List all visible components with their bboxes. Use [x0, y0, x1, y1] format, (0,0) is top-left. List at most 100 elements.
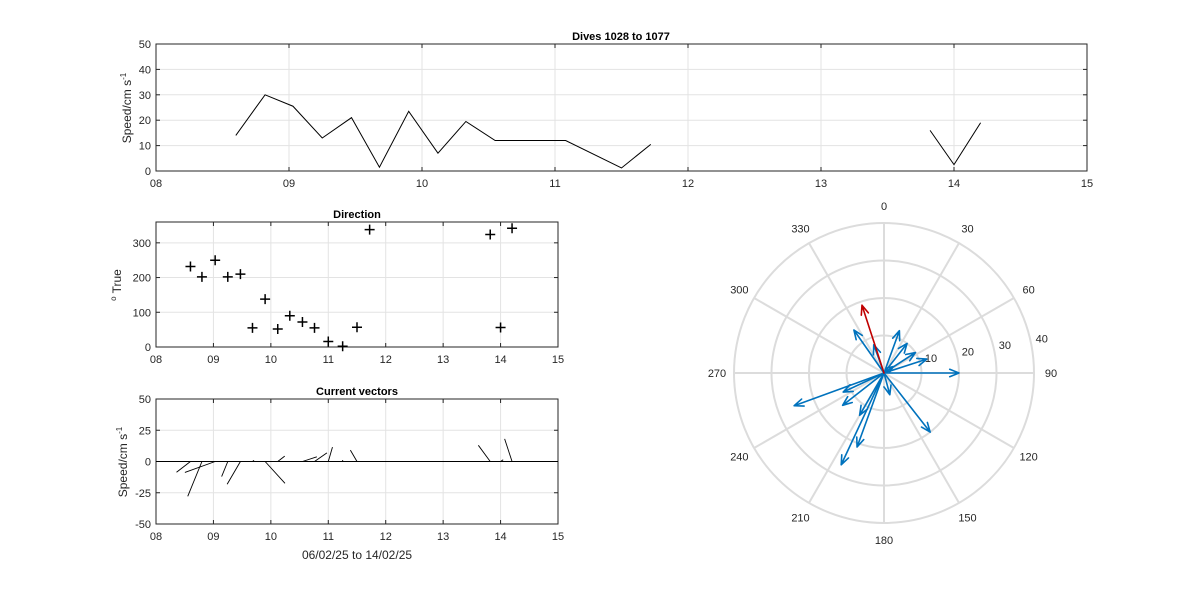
vector-stick — [176, 461, 191, 473]
vector-stick — [302, 456, 317, 462]
x-tick-label: 11 — [549, 178, 560, 190]
vector-stick — [264, 461, 286, 484]
vector-stick — [477, 445, 491, 462]
y-tick-label: 100 — [133, 307, 151, 319]
x-tick-label: 10 — [265, 354, 277, 366]
x-tick-label: 13 — [437, 531, 449, 543]
polar-radius-label: 20 — [962, 346, 974, 358]
x-tick-label: 09 — [207, 531, 219, 543]
polar-spoke — [883, 297, 1015, 374]
direction-point — [284, 310, 295, 321]
compass-arrow — [883, 368, 960, 378]
vector-stick — [221, 461, 229, 477]
compass-arrow — [855, 372, 885, 448]
polar-angle-label: 210 — [791, 513, 809, 525]
speed-series-line — [235, 94, 652, 169]
x-tick-label: 12 — [380, 354, 392, 366]
polar-spoke — [753, 372, 885, 449]
polar-angle-label: 60 — [1023, 285, 1035, 297]
direction-point — [235, 269, 246, 280]
compass-arrow — [883, 329, 901, 374]
polar-angle-label: 240 — [730, 452, 748, 464]
compass-arrow — [883, 372, 892, 396]
polar-angle-label: 30 — [961, 223, 973, 235]
direction-point — [222, 271, 233, 282]
direction-point — [337, 341, 348, 352]
y-tick-label: 50 — [139, 39, 151, 51]
y-tick-label: 0 — [145, 457, 151, 469]
y-tick-label: 300 — [133, 238, 151, 250]
polar-spoke — [883, 372, 1015, 449]
direction-point — [323, 336, 334, 347]
compass-arrow — [793, 372, 885, 407]
direction-title: Direction — [333, 209, 381, 221]
compass-panel: 0 30 60 90 120 150 180 210 240 270 300 330 10 20 30 40 — [708, 201, 1057, 547]
polar-angle-label: 300 — [730, 285, 748, 297]
direction-point — [210, 255, 221, 266]
vector-stick — [277, 455, 285, 462]
x-tick-label: 08 — [150, 531, 162, 543]
direction-point — [247, 322, 258, 333]
x-tick-label: 12 — [380, 531, 392, 543]
direction-point — [297, 317, 308, 327]
speed-series-line — [929, 122, 982, 166]
x-tick-label: 10 — [265, 531, 277, 543]
direction-point — [272, 323, 283, 334]
y-tick-label: 10 — [139, 141, 151, 153]
x-tick-label: 09 — [207, 354, 219, 366]
speed-title: Dives 1028 to 1077 — [572, 31, 670, 43]
polar-angle-label: 150 — [958, 513, 976, 525]
vector-stick — [314, 452, 328, 462]
compass-arrow — [883, 365, 895, 374]
y-tick-label: 40 — [139, 64, 151, 76]
vector-stick — [504, 438, 513, 462]
x-tick-label: 09 — [283, 178, 295, 190]
vectors-panel: 08 09 10 11 12 13 14 15 -50 -25 0 25 50 Current vect… — [115, 386, 564, 562]
compass-arrow — [841, 372, 885, 407]
direction-point — [352, 322, 362, 333]
vector-stick — [184, 461, 216, 473]
speed-ylabel: Speed/cm s-1 — [119, 72, 134, 143]
vector-stick — [226, 461, 241, 485]
vectors-xlabel: 06/02/25 to 14/02/25 — [302, 548, 412, 562]
direction-point — [364, 224, 375, 235]
vectors-title: Current vectors — [316, 386, 398, 398]
direction-point — [495, 322, 506, 333]
polar-radius-label: 40 — [1036, 333, 1048, 345]
vector-stick — [500, 459, 504, 462]
x-tick-label: 11 — [323, 531, 334, 543]
direction-point — [507, 223, 518, 234]
x-tick-label: 14 — [948, 178, 960, 190]
polar-spoke — [883, 372, 960, 504]
direction-ylabel: oTrue — [109, 269, 124, 301]
speed-panel: 08 09 10 11 12 13 14 15 0 10 20 30 40 50 Dives 1028 t… — [119, 31, 1093, 190]
y-tick-label: 30 — [139, 90, 151, 102]
y-tick-label: -25 — [135, 488, 151, 500]
compass-arrow — [883, 372, 931, 433]
polar-angle-label: 0 — [881, 201, 887, 213]
compass-arrow — [842, 372, 885, 393]
speed-plot-frame — [155, 43, 1088, 172]
direction-point — [260, 294, 271, 305]
x-tick-label: 14 — [494, 354, 506, 366]
x-tick-label: 12 — [682, 178, 694, 190]
polar-spoke — [753, 297, 885, 374]
y-tick-label: 0 — [145, 342, 151, 354]
compass-arrow — [858, 372, 885, 417]
x-tick-label: 13 — [437, 354, 449, 366]
polar-angle-label: 120 — [1019, 452, 1037, 464]
direction-plot-frame — [155, 221, 559, 348]
direction-point — [196, 271, 207, 282]
y-tick-label: 200 — [133, 273, 151, 285]
x-tick-label: 13 — [815, 178, 827, 190]
polar-spoke — [883, 242, 960, 374]
x-tick-label: 15 — [552, 531, 564, 543]
x-tick-label: 14 — [494, 531, 506, 543]
x-tick-label: 15 — [1081, 178, 1093, 190]
x-tick-label: 08 — [150, 178, 162, 190]
y-tick-label: 0 — [145, 166, 151, 178]
vector-stick — [252, 460, 255, 462]
direction-point — [185, 261, 196, 272]
polar-radius-label: 30 — [999, 340, 1011, 352]
polar-angle-label: 180 — [875, 535, 893, 547]
